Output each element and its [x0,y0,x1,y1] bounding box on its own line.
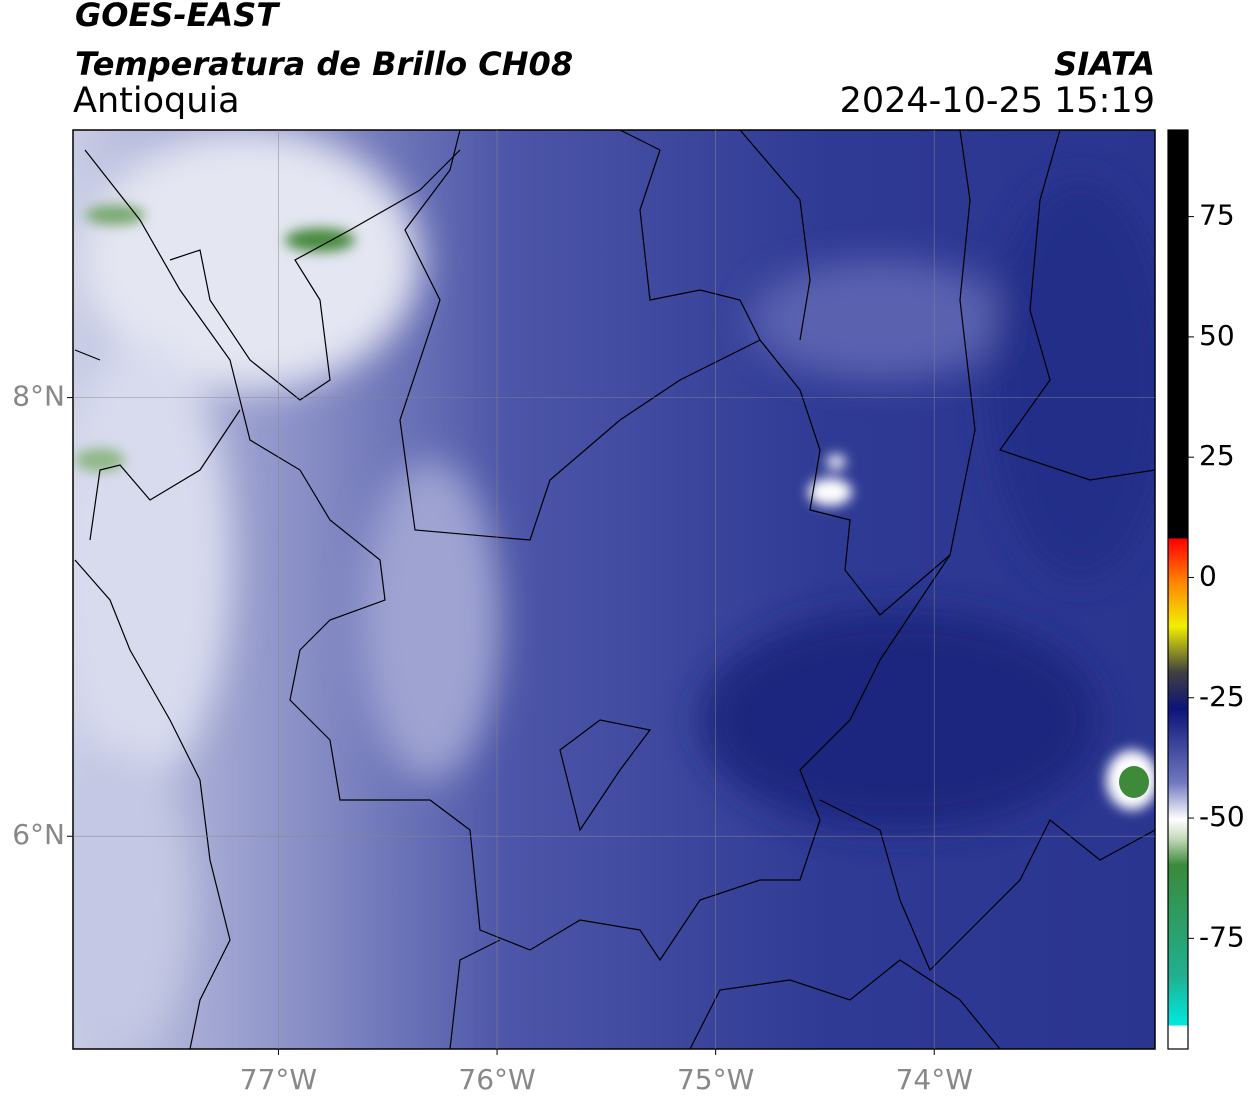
colorbar-tick-label: -25 [1199,680,1245,713]
colorbar-tick-label: 0 [1199,559,1217,592]
map-image [73,130,1155,1049]
colorbar [1167,129,1189,1050]
colorbar-tick-label: 75 [1199,199,1235,232]
lat-tick-label: 6°N [12,818,65,851]
subtitle: Temperatura de Brillo CH08 [75,45,573,83]
title: GOES-EAST [75,0,280,34]
colorbar-tick-label: 50 [1199,319,1235,352]
agency: SIATA [1054,45,1155,83]
colorbar-tick-label: -50 [1199,800,1245,833]
lat-tick-label: 8°N [12,380,65,413]
colorbar-tick-label: 25 [1199,439,1235,472]
timestamp: 2024-10-25 15:19 [840,81,1155,121]
lon-tick-label: 77°W [240,1063,317,1096]
lon-tick-label: 74°W [896,1063,973,1096]
map-frame [72,129,1156,1050]
lon-tick-label: 76°W [458,1063,535,1096]
region: Antioquia [73,81,240,121]
lon-tick-label: 75°W [677,1063,754,1096]
colorbar-tick-label: -75 [1199,920,1245,953]
